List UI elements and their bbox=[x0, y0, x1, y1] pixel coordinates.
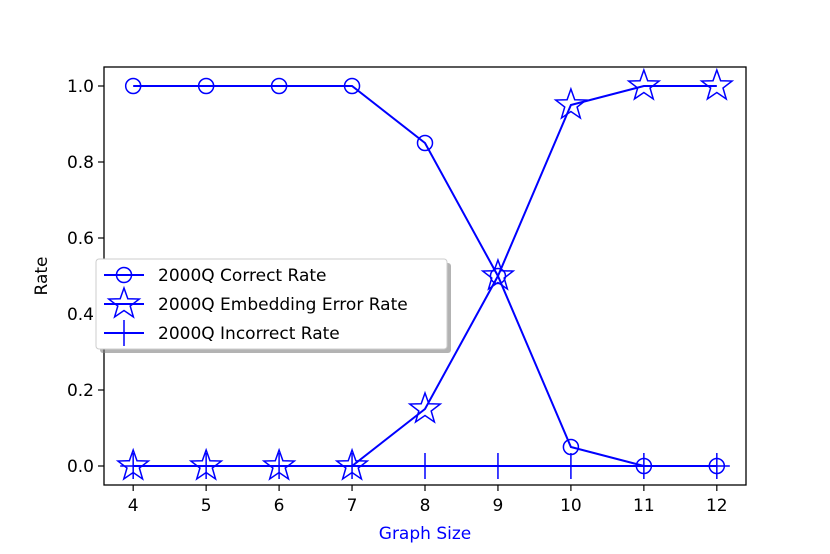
y-tick-label: 0.0 bbox=[67, 457, 94, 477]
legend-marker bbox=[115, 266, 133, 284]
data-point bbox=[343, 77, 361, 95]
data-point bbox=[270, 77, 288, 95]
data-point bbox=[480, 257, 516, 291]
data-point bbox=[484, 453, 511, 479]
data-point bbox=[416, 134, 434, 152]
x-tick-label: 12 bbox=[706, 496, 728, 516]
data-point bbox=[557, 453, 584, 479]
series-line bbox=[133, 85, 717, 467]
y-tick-label: 0.2 bbox=[67, 381, 94, 401]
data-point bbox=[553, 86, 589, 120]
legend-label: 2000Q Correct Rate bbox=[158, 266, 326, 286]
legend-entry: 2000Q Embedding Error Rate bbox=[104, 285, 408, 319]
data-point bbox=[124, 77, 142, 95]
y-tick-label: 0.8 bbox=[67, 153, 94, 173]
x-axis-title: Graph Size bbox=[379, 524, 471, 544]
y-axis-title: Rate bbox=[32, 257, 52, 296]
x-tick-label: 8 bbox=[420, 496, 431, 516]
legend-box bbox=[95, 258, 448, 350]
data-point bbox=[626, 67, 662, 101]
data-point bbox=[197, 77, 215, 95]
legend-entry: 2000Q Correct Rate bbox=[104, 266, 326, 286]
legend-marker bbox=[111, 320, 137, 346]
legend-label: 2000Q Incorrect Rate bbox=[158, 324, 340, 344]
data-point bbox=[630, 453, 657, 479]
x-tick-label: 5 bbox=[201, 496, 212, 516]
data-point bbox=[339, 453, 366, 479]
y-tick-label: 1.0 bbox=[67, 77, 94, 97]
x-tick-label: 9 bbox=[493, 496, 504, 516]
x-tick-label: 4 bbox=[128, 496, 139, 516]
data-point bbox=[120, 453, 147, 479]
data-point bbox=[266, 453, 293, 479]
series-layer bbox=[115, 67, 735, 481]
data-point bbox=[489, 267, 507, 285]
legend: 2000Q Correct Rate 2000Q Embedding Error … bbox=[95, 258, 451, 353]
x-tick-label: 11 bbox=[633, 496, 655, 516]
x-tick-label: 7 bbox=[347, 496, 358, 516]
y-axis: 0.0 0.2 0.4 0.6 0.8 1.0 bbox=[67, 77, 104, 477]
data-point bbox=[193, 453, 220, 479]
data-point bbox=[699, 67, 735, 101]
x-tick-label: 6 bbox=[274, 496, 285, 516]
data-point bbox=[703, 453, 730, 479]
data-point bbox=[412, 453, 438, 479]
legend-marker bbox=[106, 285, 142, 319]
x-tick-label: 10 bbox=[560, 496, 582, 516]
y-tick-label: 0.6 bbox=[67, 229, 94, 249]
series-plus bbox=[120, 453, 730, 479]
y-tick-label: 0.4 bbox=[67, 305, 94, 325]
data-point bbox=[407, 390, 443, 424]
legend-entry: 2000Q Incorrect Rate bbox=[104, 320, 340, 346]
legend-label: 2000Q Embedding Error Rate bbox=[158, 295, 408, 315]
x-axis: 4 5 6 7 8 9 10 11 12 bbox=[128, 485, 728, 516]
